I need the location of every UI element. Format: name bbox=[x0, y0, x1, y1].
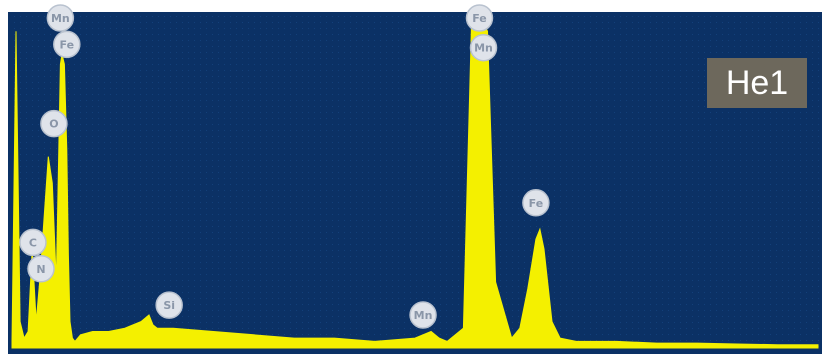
peak-label-badge bbox=[522, 189, 550, 217]
peak-label-badge bbox=[53, 30, 81, 59]
peak-label-badge bbox=[19, 228, 47, 257]
peak-label-o-2: O bbox=[40, 109, 68, 138]
peak-label-badge bbox=[27, 255, 55, 283]
peak-label-mn-6: Mn bbox=[409, 301, 437, 329]
peak-label-badge bbox=[46, 4, 75, 32]
peak-label-fe-7: Fe bbox=[465, 4, 494, 32]
peak-label-text: Mn bbox=[414, 309, 433, 322]
sample-label-tag: He1 bbox=[707, 58, 807, 108]
peak-label-text: Fe bbox=[529, 197, 544, 210]
peak-label-badge bbox=[469, 33, 498, 62]
peak-label-text: Si bbox=[163, 299, 175, 312]
peak-label-si-5: Si bbox=[155, 291, 183, 319]
peak-label-text: Mn bbox=[474, 42, 493, 55]
peak-label-badge bbox=[155, 291, 183, 319]
peak-label-c-3: C bbox=[19, 228, 47, 257]
spectrum-line bbox=[11, 17, 819, 349]
peak-label-text: Fe bbox=[60, 38, 75, 51]
peak-label-text: N bbox=[36, 263, 45, 276]
peak-label-n-4: N bbox=[27, 255, 55, 283]
peak-labels: Mn Fe O C N Si Mn Fe Mn Fe bbox=[19, 4, 550, 329]
peak-label-mn-8: Mn bbox=[469, 33, 498, 62]
peak-label-fe-9: Fe bbox=[522, 189, 550, 217]
plot-background bbox=[8, 12, 822, 354]
peak-label-text: O bbox=[49, 118, 58, 131]
peak-label-text: Mn bbox=[51, 12, 70, 25]
peak-label-badge bbox=[40, 109, 68, 138]
peak-label-badge bbox=[409, 301, 437, 329]
peak-label-text: C bbox=[29, 236, 37, 249]
peak-label-fe-1: Fe bbox=[53, 30, 81, 59]
peak-label-mn-0: Mn bbox=[46, 4, 75, 32]
peak-label-badge bbox=[465, 4, 494, 32]
peak-label-text: Fe bbox=[472, 12, 487, 25]
